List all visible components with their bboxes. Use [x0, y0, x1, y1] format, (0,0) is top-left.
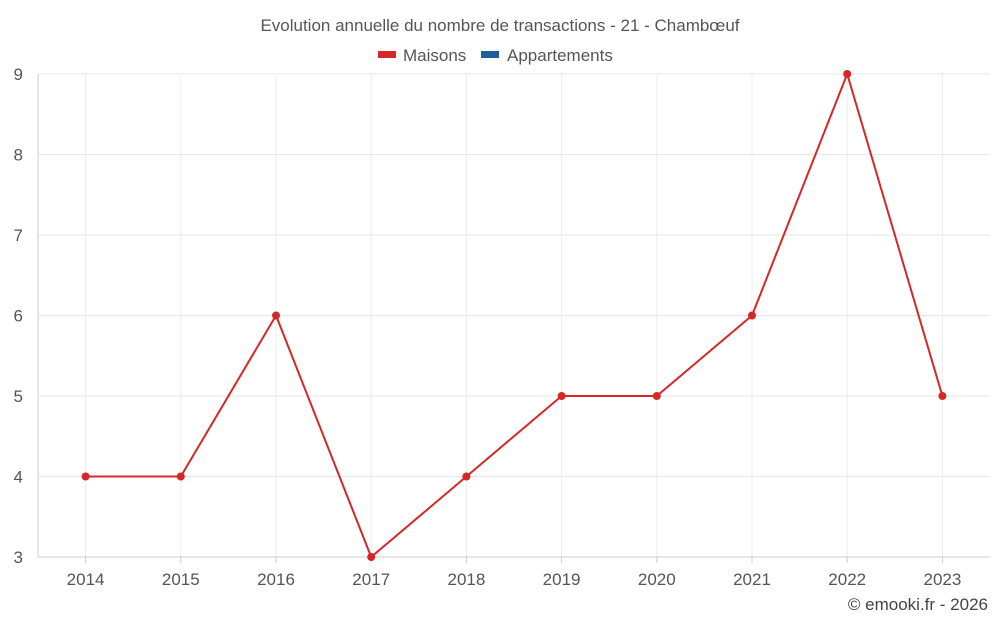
grid: [38, 73, 990, 557]
x-tick-label: 2016: [257, 570, 295, 589]
data-point-maisons[interactable]: [176, 472, 185, 481]
legend-swatch-maisons: [378, 51, 396, 58]
data-point-maisons[interactable]: [557, 392, 566, 400]
data-point-maisons[interactable]: [843, 70, 852, 78]
x-tick-label: 2019: [543, 570, 581, 589]
y-tick-label: 7: [14, 226, 23, 245]
x-tick-label: 2015: [162, 570, 200, 589]
legend-swatch-appartements: [481, 51, 499, 58]
data-point-maisons[interactable]: [272, 311, 280, 320]
y-tick-label: 3: [14, 548, 23, 567]
credit-text: © emooki.fr - 2026: [848, 595, 988, 614]
x-tick-label: 2014: [67, 570, 105, 589]
data-point-maisons[interactable]: [938, 392, 947, 400]
y-tick-label: 5: [14, 387, 23, 406]
x-tick-label: 2021: [733, 570, 771, 589]
legend: Maisons Appartements: [378, 46, 613, 65]
data-point-maisons[interactable]: [81, 472, 90, 481]
data-point-maisons[interactable]: [748, 311, 756, 320]
series-line-maisons: [85, 73, 944, 558]
x-tick-label: 2018: [447, 570, 485, 589]
y-tick-label: 6: [14, 307, 23, 326]
data-point-maisons[interactable]: [367, 553, 376, 561]
data-point-maisons[interactable]: [652, 392, 661, 400]
x-tick-label: 2022: [828, 570, 866, 589]
y-tick-label: 8: [14, 146, 23, 165]
legend-item-maisons[interactable]: Maisons: [378, 46, 466, 65]
x-tick-label: 2017: [352, 570, 390, 589]
chart-title: Evolution annuelle du nombre de transact…: [260, 16, 739, 35]
x-tick-label: 2023: [923, 570, 961, 589]
y-tick-label: 9: [14, 65, 23, 84]
series: [81, 70, 947, 561]
legend-label-maisons: Maisons: [403, 46, 466, 65]
x-tick-label: 2020: [638, 570, 676, 589]
legend-label-appartements: Appartements: [507, 46, 613, 65]
data-point-maisons[interactable]: [462, 472, 471, 481]
y-tick-label: 4: [14, 468, 23, 487]
legend-item-appartements[interactable]: Appartements: [481, 46, 613, 65]
axes: 3 4 5 6 7 8 9 2014 2015 2016 2017 2018 2019 2020 2021 2…: [14, 65, 990, 589]
